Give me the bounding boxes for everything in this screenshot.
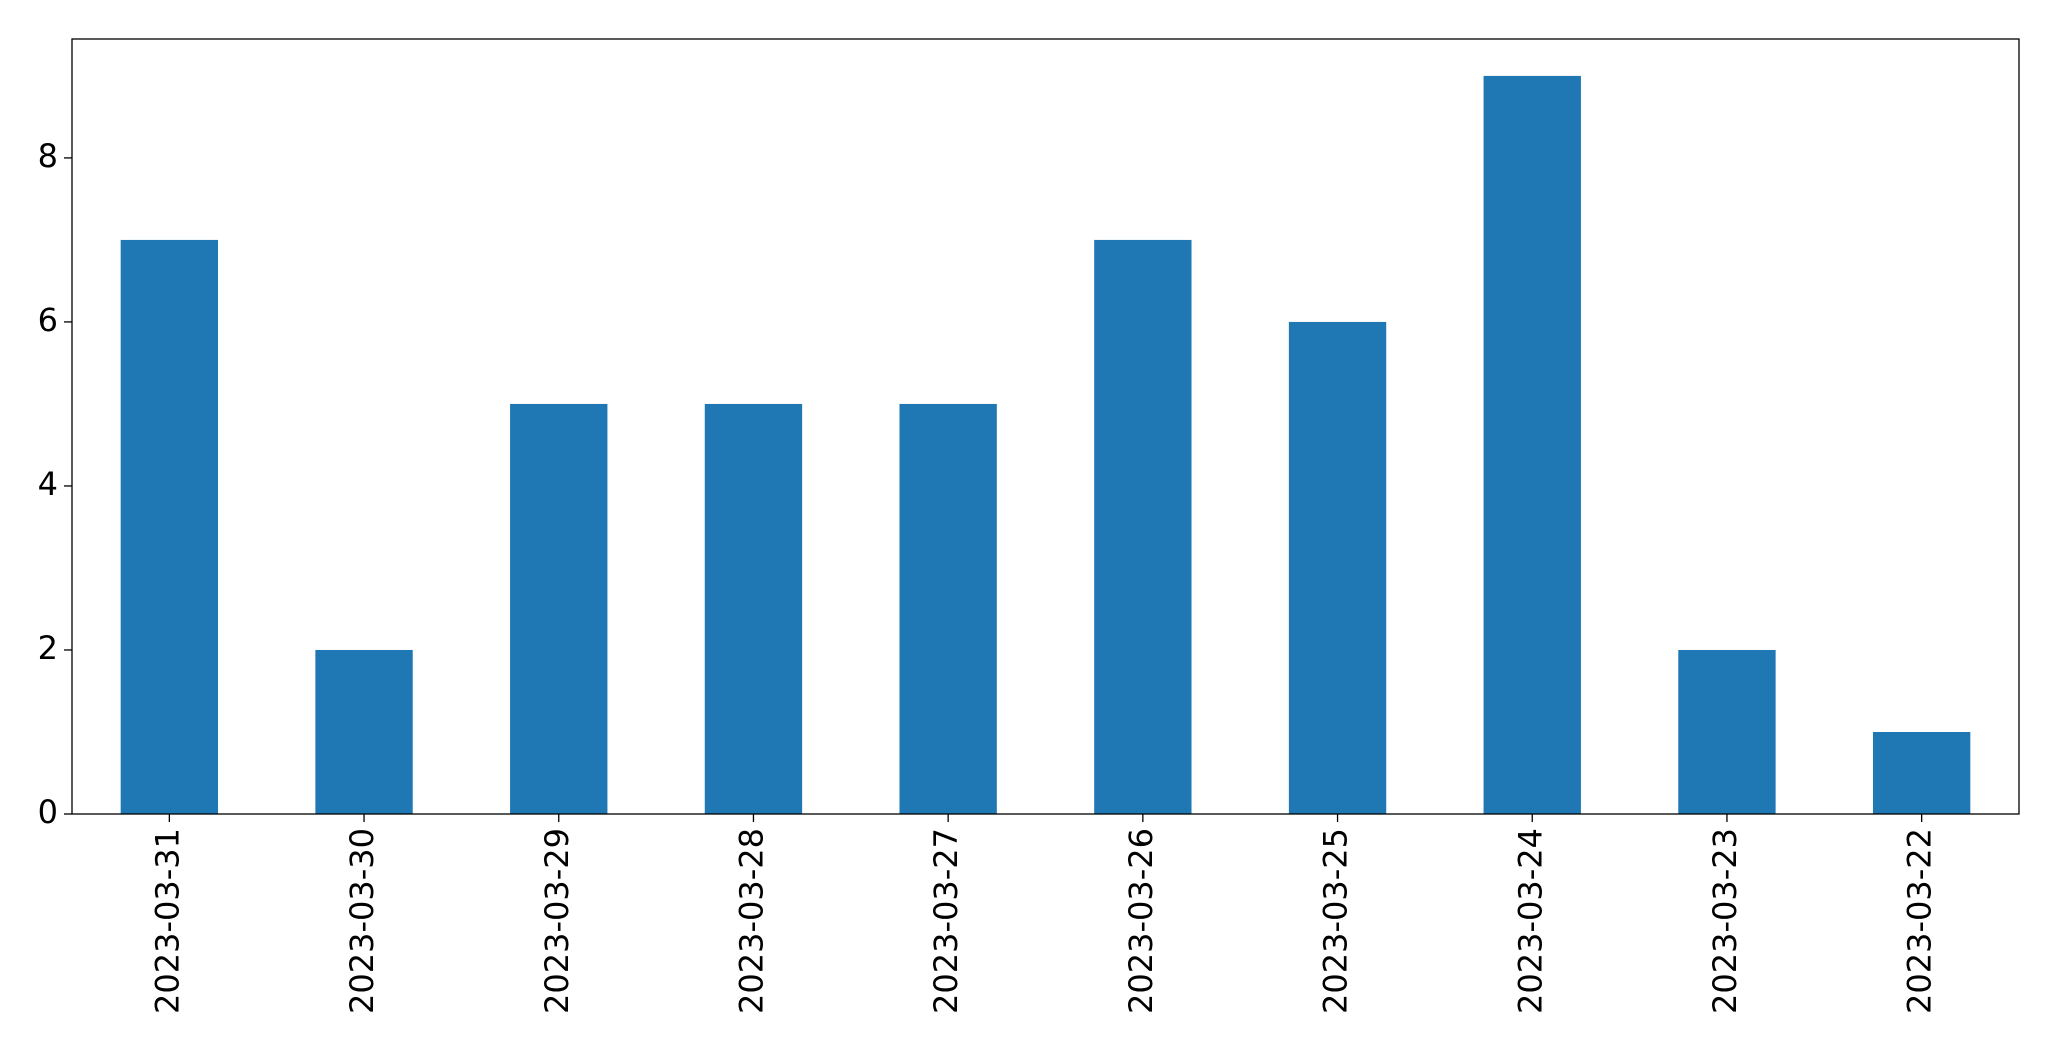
y-tick-label: 6 bbox=[38, 301, 58, 339]
bar bbox=[315, 649, 413, 814]
x-tick-label: 2023-03-23 bbox=[1706, 828, 1744, 1014]
bar bbox=[1094, 239, 1192, 815]
x-tick-label: 2023-03-30 bbox=[343, 828, 381, 1014]
bar bbox=[510, 403, 608, 814]
bar bbox=[1872, 731, 1971, 814]
bar bbox=[1483, 75, 1581, 814]
x-tick-label: 2023-03-27 bbox=[927, 828, 965, 1014]
y-tick-label: 0 bbox=[38, 793, 58, 831]
x-tick-label: 2023-03-28 bbox=[732, 828, 770, 1014]
y-tick-label: 4 bbox=[38, 465, 58, 503]
x-tick-label: 2023-03-24 bbox=[1511, 828, 1549, 1014]
x-tick-label: 2023-03-26 bbox=[1122, 828, 1160, 1014]
bar bbox=[899, 403, 997, 814]
x-tick-label: 2023-03-22 bbox=[1901, 828, 1939, 1014]
y-tick-label: 2 bbox=[38, 629, 58, 667]
bar bbox=[120, 239, 219, 815]
bar bbox=[1288, 321, 1387, 814]
x-tick-label: 2023-03-31 bbox=[148, 828, 186, 1014]
y-tick-label: 8 bbox=[38, 137, 58, 175]
x-tick-label: 2023-03-25 bbox=[1317, 828, 1355, 1014]
bar bbox=[704, 403, 803, 814]
plot-frame bbox=[71, 38, 2020, 815]
bar bbox=[1678, 649, 1776, 814]
x-tick-label: 2023-03-29 bbox=[538, 828, 576, 1014]
